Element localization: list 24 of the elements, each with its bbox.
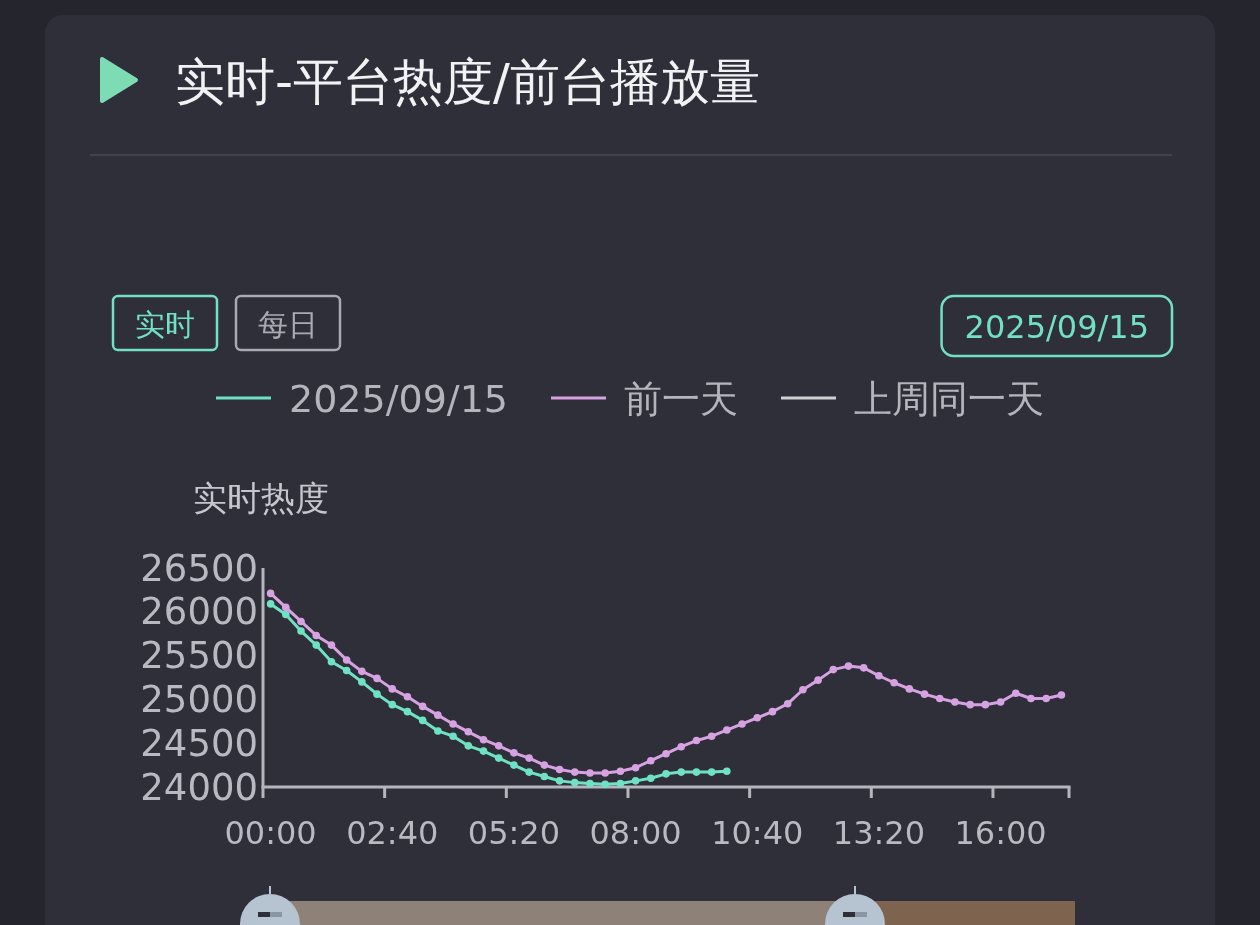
legend-label: 2025/09/15 bbox=[288, 377, 509, 421]
axis-title: 实时热度 bbox=[193, 478, 329, 518]
x-tick-label: 00:00 bbox=[224, 814, 317, 852]
x-tick-label: 05:20 bbox=[467, 814, 561, 852]
button: 实时 bbox=[111, 294, 219, 352]
x-tick-label: 16:00 bbox=[954, 814, 1047, 852]
legend-label: 前一天 bbox=[624, 377, 739, 421]
x-tick-label: 13:20 bbox=[832, 814, 925, 852]
title: 实时-平台热度/前台播放量 bbox=[175, 53, 760, 111]
legend-label: 上周同一天 bbox=[854, 377, 1045, 421]
y-tick-label: 26000 bbox=[140, 590, 258, 634]
legend-item: 2025/09/15 bbox=[216, 377, 508, 421]
y-tick-label: 25500 bbox=[140, 634, 258, 678]
x-tick-label: 02:40 bbox=[346, 814, 439, 852]
y-tick-label: 25000 bbox=[140, 677, 258, 721]
button: 每日 bbox=[234, 294, 342, 352]
y-tick-label: 24500 bbox=[140, 721, 258, 765]
legend-item: 前一天 bbox=[551, 377, 738, 421]
y-tick-label: 24000 bbox=[140, 765, 258, 809]
button: 2025/09/15 bbox=[940, 294, 1174, 358]
x-tick-label: 10:40 bbox=[711, 814, 804, 852]
x-tick-label: 08:00 bbox=[589, 814, 682, 852]
legend-item: 上周同一天 bbox=[781, 377, 1044, 421]
y-tick-label: 26500 bbox=[140, 546, 258, 590]
